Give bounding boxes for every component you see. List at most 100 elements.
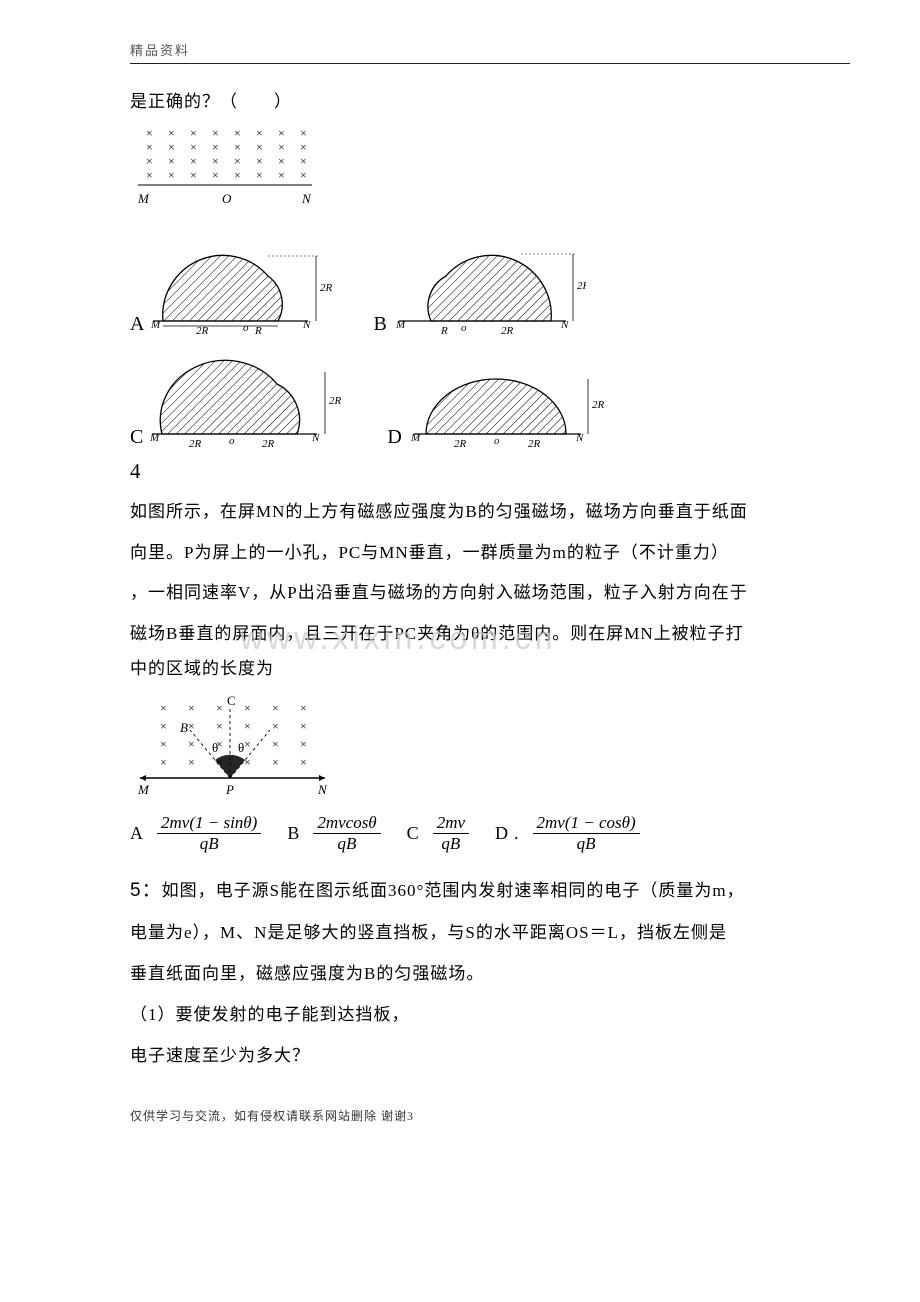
q3-opt-D-label: D xyxy=(387,426,401,449)
q3-opt-C-fig: M N o 2R 2R 2R xyxy=(147,344,347,449)
svg-text:θ: θ xyxy=(212,740,218,755)
svg-text:×: × xyxy=(160,755,167,769)
svg-text:×: × xyxy=(244,755,251,769)
svg-text:×: × xyxy=(190,154,197,168)
svg-text:×: × xyxy=(256,154,263,168)
svg-text:×: × xyxy=(234,140,241,154)
choice-D-suffix: . xyxy=(514,823,519,844)
svg-text:×: × xyxy=(216,701,223,715)
label-M: M xyxy=(137,191,150,206)
svg-text:×: × xyxy=(190,168,197,182)
choice-C-frac: 2mv qB xyxy=(433,813,469,854)
choice-B-label: B xyxy=(287,823,299,844)
svg-text:×: × xyxy=(188,701,195,715)
choice-D-frac: 2mv(1 − cosθ) qB xyxy=(533,813,640,854)
q4-line-1: 向里。P为屏上的一小孔，PC与MN垂直，一群质量为m的粒子（不计重力） xyxy=(130,533,850,574)
svg-text:×: × xyxy=(188,755,195,769)
svg-text:×: × xyxy=(212,140,219,154)
svg-text:N: N xyxy=(575,432,584,444)
svg-text:×: × xyxy=(160,719,167,733)
svg-text:×: × xyxy=(278,168,285,182)
svg-text:M: M xyxy=(395,319,406,331)
svg-text:2R: 2R xyxy=(196,325,209,336)
svg-text:×: × xyxy=(278,140,285,154)
svg-text:M: M xyxy=(149,432,160,444)
q3-prompt: 是正确的？（ ） xyxy=(130,82,850,123)
svg-text:P: P xyxy=(225,782,234,797)
svg-text:C: C xyxy=(227,693,236,708)
svg-text:×: × xyxy=(278,126,285,140)
svg-text:M: M xyxy=(410,432,421,444)
svg-text:B: B xyxy=(180,720,188,735)
svg-text:2R: 2R xyxy=(189,438,202,449)
label-O: O xyxy=(222,191,232,206)
svg-text:×: × xyxy=(300,719,307,733)
svg-text:×: × xyxy=(300,140,307,154)
svg-text:N: N xyxy=(560,319,569,331)
svg-text:×: × xyxy=(146,168,153,182)
svg-text:o: o xyxy=(461,322,467,334)
q5-line-4: 电子速度至少为多大？ xyxy=(130,1036,850,1077)
label-N: N xyxy=(301,191,312,206)
svg-text:2R: 2R xyxy=(262,438,275,449)
svg-text:×: × xyxy=(212,126,219,140)
svg-text:2R: 2R xyxy=(528,438,541,449)
svg-text:×: × xyxy=(146,154,153,168)
svg-text:2R: 2R xyxy=(577,280,586,292)
svg-text:×: × xyxy=(168,126,175,140)
choice-A-label: A xyxy=(130,823,143,844)
svg-text:×: × xyxy=(168,154,175,168)
choice-A-frac: 2mv(1 − sinθ) qB xyxy=(157,813,261,854)
choice-C-label: C xyxy=(407,823,419,844)
q3-field-diagram: ×××××××××××××××××××××××××××××××× M O N xyxy=(130,123,320,213)
svg-text:×: × xyxy=(168,168,175,182)
q3-opt-C-label: C xyxy=(130,426,143,449)
svg-text:×: × xyxy=(188,719,195,733)
svg-text:×: × xyxy=(190,140,197,154)
svg-text:×: × xyxy=(168,140,175,154)
svg-text:×: × xyxy=(272,719,279,733)
svg-text:×: × xyxy=(300,737,307,751)
q3-opt-B-fig: M N o R 2R 2R xyxy=(391,226,586,336)
svg-text:×: × xyxy=(234,126,241,140)
svg-text:R: R xyxy=(254,325,262,336)
header-rule xyxy=(130,63,850,64)
svg-text:×: × xyxy=(160,701,167,715)
svg-text:N: N xyxy=(311,432,320,444)
svg-text:M: M xyxy=(137,782,150,797)
svg-text:×: × xyxy=(212,168,219,182)
svg-text:o: o xyxy=(243,322,249,334)
q4-line-3: 磁场B垂直的屏面内，且三开在于PC夹角为θ的范围内。则在屏MN上被粒子打 xyxy=(130,614,850,655)
q4-choices: A 2mv(1 − sinθ) qB B 2mvcosθ qB C 2mv qB… xyxy=(130,813,850,854)
svg-text:×: × xyxy=(234,154,241,168)
svg-text:×: × xyxy=(216,719,223,733)
svg-text:o: o xyxy=(494,435,500,447)
q5-line-0: 5：如图，电子源S能在图示纸面360°范围内发射速率相同的电子（质量为m， xyxy=(130,868,850,914)
svg-text:×: × xyxy=(212,154,219,168)
svg-text:M: M xyxy=(150,319,161,331)
svg-text:2R: 2R xyxy=(454,438,467,449)
svg-text:×: × xyxy=(256,168,263,182)
svg-text:N: N xyxy=(317,782,328,797)
q3-opt-A-fig: M N o 2R R 2R xyxy=(148,226,333,336)
svg-text:×: × xyxy=(160,737,167,751)
svg-text:2R: 2R xyxy=(592,399,605,411)
svg-text:×: × xyxy=(272,701,279,715)
svg-text:×: × xyxy=(300,755,307,769)
choice-B-frac: 2mvcosθ qB xyxy=(313,813,380,854)
q4-number: 4 xyxy=(130,459,850,484)
svg-text:×: × xyxy=(272,755,279,769)
q5-line-2: 垂直纸面向里，磁感应强度为B的匀强磁场。 xyxy=(130,954,850,995)
q5-line-3: （1）要使发射的电子能到达挡板， xyxy=(130,995,850,1036)
svg-text:×: × xyxy=(234,168,241,182)
svg-text:×: × xyxy=(256,126,263,140)
header-tag: 精品资料 xyxy=(130,40,850,59)
q4-line-4: 中的区域的长度为 xyxy=(130,655,850,684)
choice-D-label: D xyxy=(495,823,508,844)
q3-opt-B-label: B xyxy=(373,313,386,336)
q4-line-2: ，一相同速率V，从P出沿垂直与磁场的方向射入磁场范围，粒子入射方向在于 xyxy=(130,573,850,614)
svg-text:×: × xyxy=(244,719,251,733)
svg-text:2R: 2R xyxy=(501,325,514,336)
svg-text:×: × xyxy=(300,154,307,168)
svg-text:×: × xyxy=(146,126,153,140)
